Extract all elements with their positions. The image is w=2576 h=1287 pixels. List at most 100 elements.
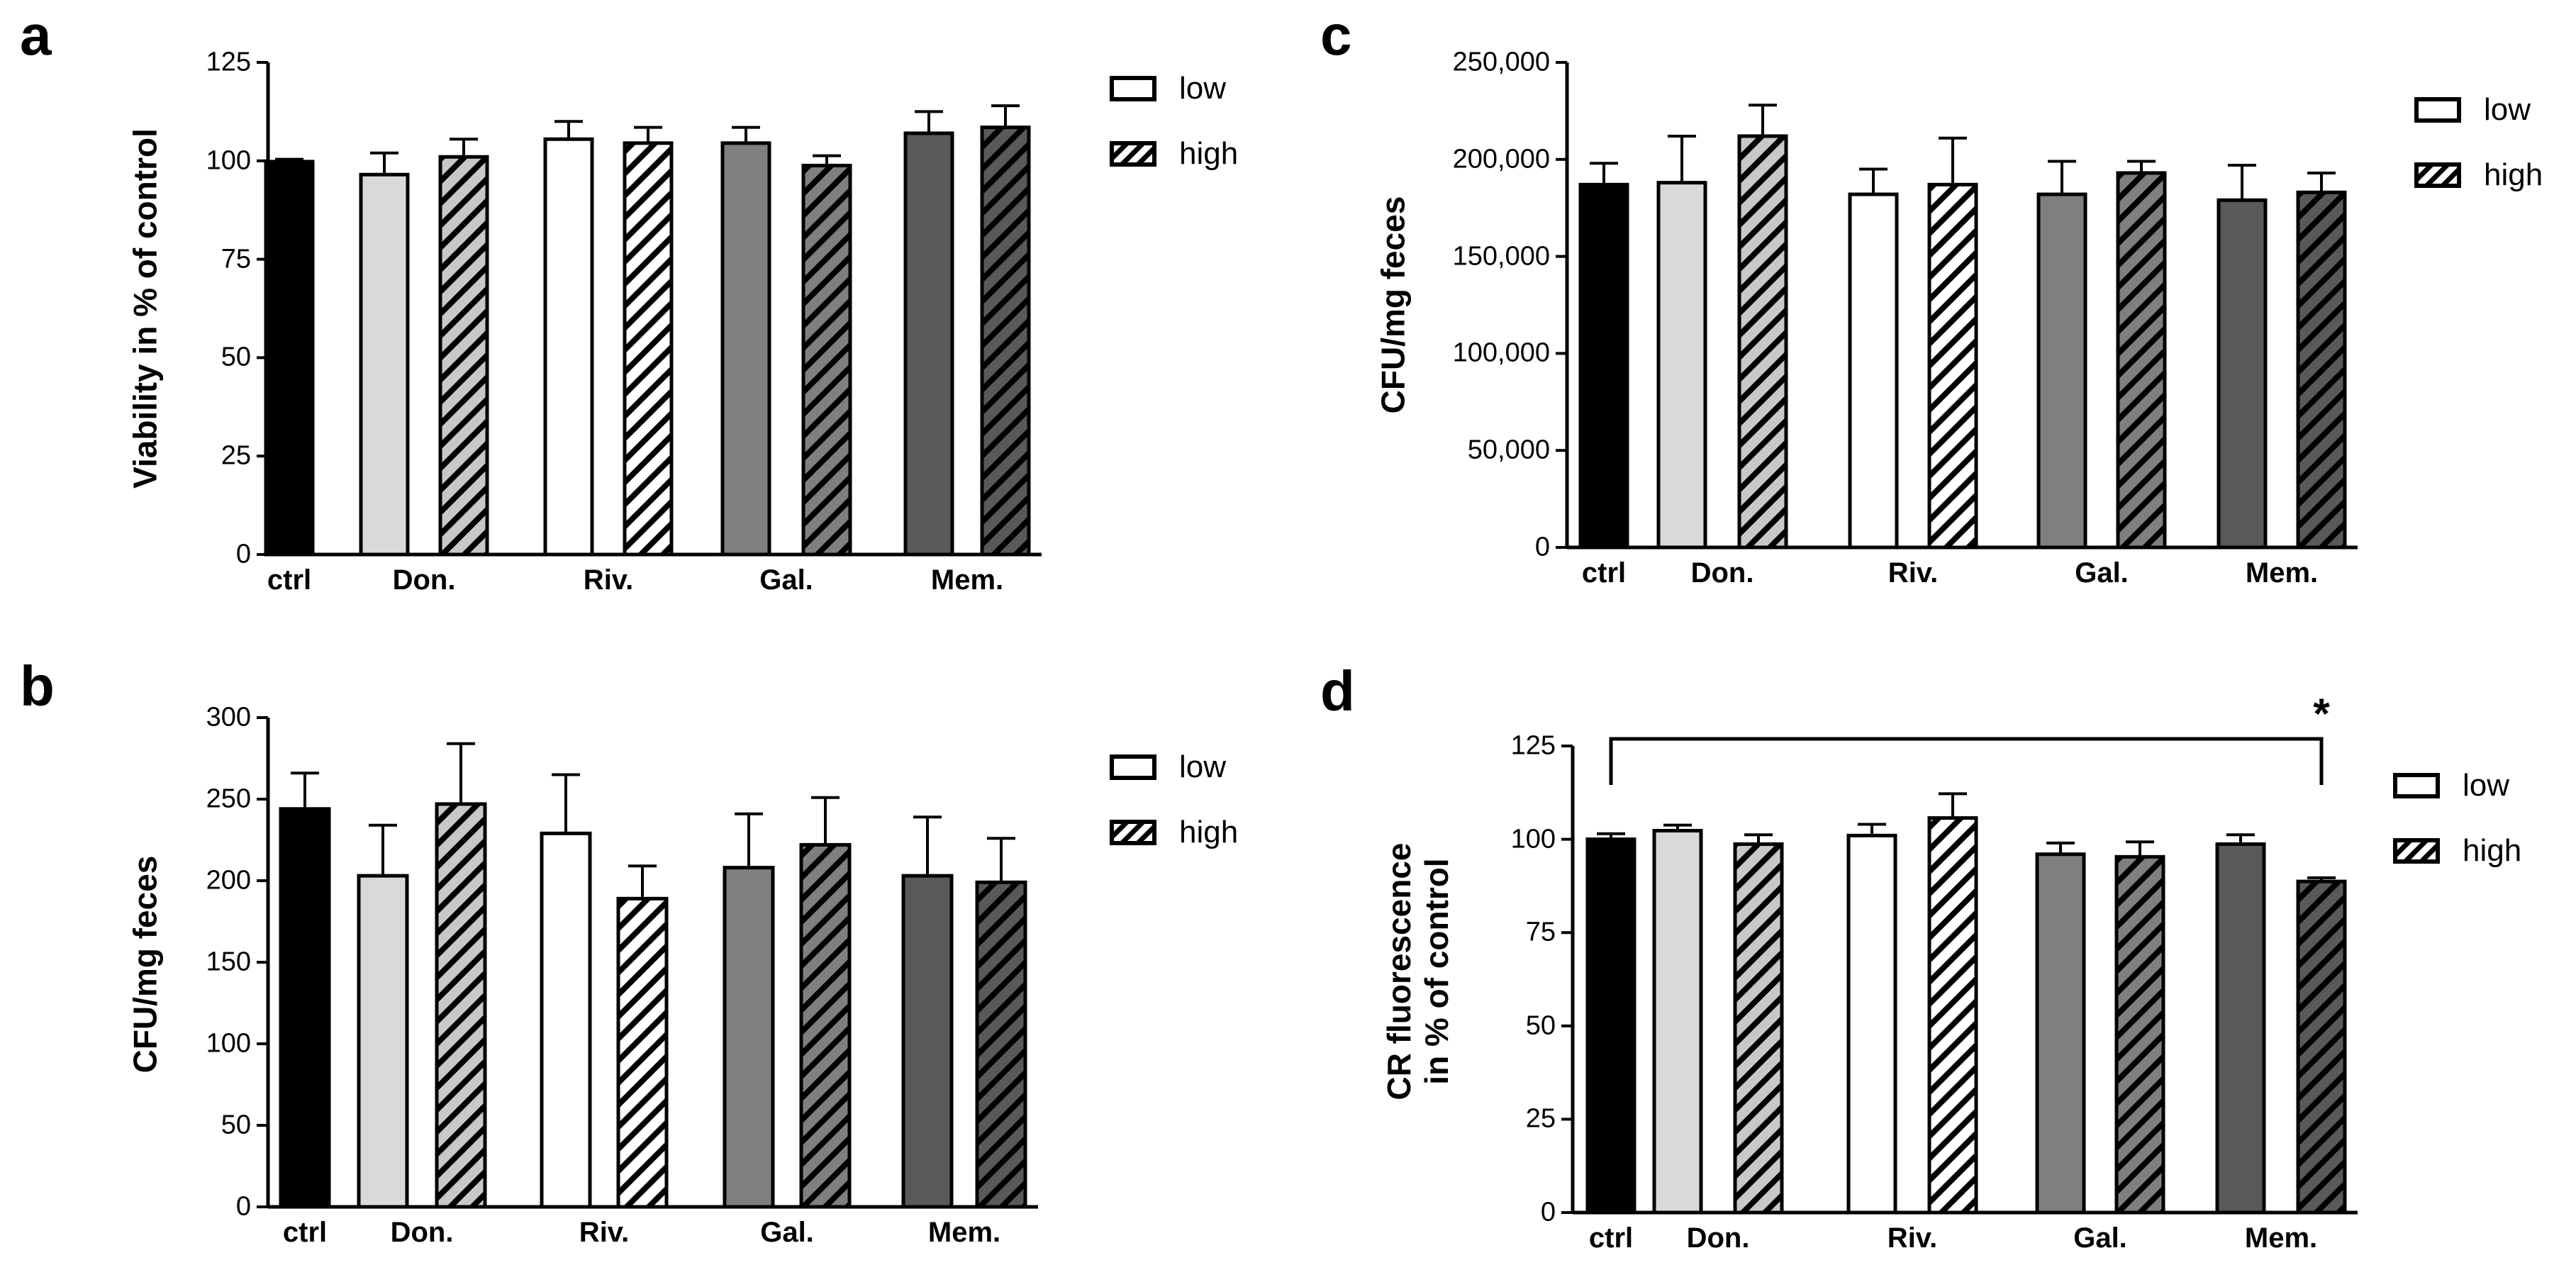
bar-riv-high [616,896,669,1209]
bar-riv-low [1846,833,1897,1215]
legend-swatch-high [1110,820,1156,845]
y-tick-label: 250 [206,784,251,814]
y-tick-label: 200,000 [1452,144,1550,174]
x-tick-label: Riv. [583,564,634,596]
bar-mem-low [2215,842,2266,1215]
y-tick-label: 150 [206,947,251,977]
panel-c: c CFU/mg feces 0 50,000 100,000 150,000 200,00… [1276,0,2576,638]
y-tick-label: 25 [1525,1103,1556,1134]
bar-mem-high [975,880,1027,1209]
bar-don-low [359,172,410,557]
significance-marker: * [2313,690,2330,737]
y-tick-label: 100,000 [1452,338,1550,368]
legend-label-high: high [2463,833,2522,868]
legend-swatch-low [2393,773,2440,798]
y-tick-label: 100 [206,145,251,176]
legend-swatch-high [2414,162,2461,188]
legend-swatch-low [1110,76,1156,101]
y-tick-label: 0 [235,539,251,569]
bar-riv-low [543,137,594,557]
legend-swatch-high [2393,838,2440,864]
bar-don-low [1656,181,1707,550]
legend-label-low: low [1179,750,1227,784]
y-tick-label: 300 [206,702,251,732]
bar-riv-low [540,831,592,1209]
panel-letter: d [1320,659,1355,723]
x-tick-label: Don. [390,1217,454,1248]
panel-d: d CR fluorescence in % of control 0 25 50 75 1… [1276,638,2576,1287]
x-tick-label: Don. [392,564,456,596]
y-tick-label: 75 [221,244,251,274]
x-tick-label: Don. [1686,1222,1750,1254]
x-tick-label: Gal. [2075,557,2129,589]
bar-gal-high [799,842,852,1209]
plot-area [1561,737,2358,1215]
legend-item-low: low [2414,92,2531,128]
legend-label-low: low [1179,71,1227,106]
bar-mem-low [901,874,954,1209]
bar-don-low [1652,828,1703,1215]
bar-mem-low [903,131,954,557]
bar-mem-high [980,126,1031,557]
x-tick-label: Gal. [759,564,813,596]
panel-letter: c [1320,4,1352,67]
y-tick-label: 50,000 [1467,435,1550,465]
panel-b: b CFU/mg feces 0 50 100 150 200 250 300 ctrl Don. R… [0,638,1276,1287]
legend-swatch-low [1110,754,1156,780]
bar-gal-low [723,866,775,1209]
y-tick-label: 250,000 [1452,47,1550,77]
bar-ctrl [1585,837,1637,1215]
x-tick-label: ctrl [282,1217,328,1248]
y-tick-label: 50 [1525,1010,1556,1041]
y-tick-label: 50 [221,342,251,372]
x-tick-label: Don. [1690,557,1754,589]
x-tick-label: Gal. [760,1217,814,1248]
bar-ctrl [1578,182,1629,550]
legend-label-high: high [2484,157,2543,192]
y-tick-label: 75 [1525,917,1556,947]
panel-letter: a [20,4,52,67]
panel-a: a Viability in % of control 0 25 50 75 100 125 c… [0,0,1276,638]
legend-item-high: high [2393,833,2521,869]
x-tick-label: Mem. [927,1217,1001,1248]
x-tick-label: ctrl [267,564,312,596]
bar-riv-high [623,141,674,557]
y-tick-label: 0 [1540,1197,1556,1227]
bar-mem-low [2217,198,2268,550]
bar-gal-low [2035,852,2086,1215]
legend-item-low: low [2393,768,2509,803]
y-tick-label: 0 [235,1191,251,1222]
bar-riv-high [1927,182,1978,550]
bar-don-low [357,874,409,1209]
y-tick-label: 150,000 [1452,241,1550,272]
bar-gal-high [2116,171,2167,550]
bar-riv-high [1927,816,1978,1215]
plot-area [1556,61,2358,550]
bar-gal-high [801,163,852,557]
x-tick-label: Riv. [1887,1222,1938,1254]
significance-bracket [1609,737,2324,785]
legend-item-low: low [1110,71,1226,106]
legend-item-high: high [1110,136,1238,172]
legend-label-high: high [1179,815,1239,849]
y-tick-label: 0 [1534,532,1550,562]
x-tick-label: Gal. [2073,1222,2127,1254]
bar-riv-low [1848,192,1899,550]
plot-area [257,716,1038,1209]
legend-label-low: low [2463,768,2510,803]
legend-swatch-low [2414,97,2461,123]
y-tick-label: 100 [1510,824,1556,854]
bar-don-high [438,155,489,557]
y-tick-label: 125 [206,47,251,77]
legend-item-high: high [2414,157,2543,193]
legend-label-low: low [2484,92,2531,127]
bar-gal-low [720,141,771,557]
legend-swatch-high [1110,141,1156,167]
x-tick-label: Riv. [1888,557,1939,589]
y-tick-label: 50 [221,1110,251,1140]
y-tick-label: 25 [221,440,251,471]
legend-item-low: low [1110,750,1226,785]
x-tick-label: Riv. [579,1217,630,1248]
bar-mem-high [2296,879,2347,1215]
x-tick-label: ctrl [1581,557,1627,589]
